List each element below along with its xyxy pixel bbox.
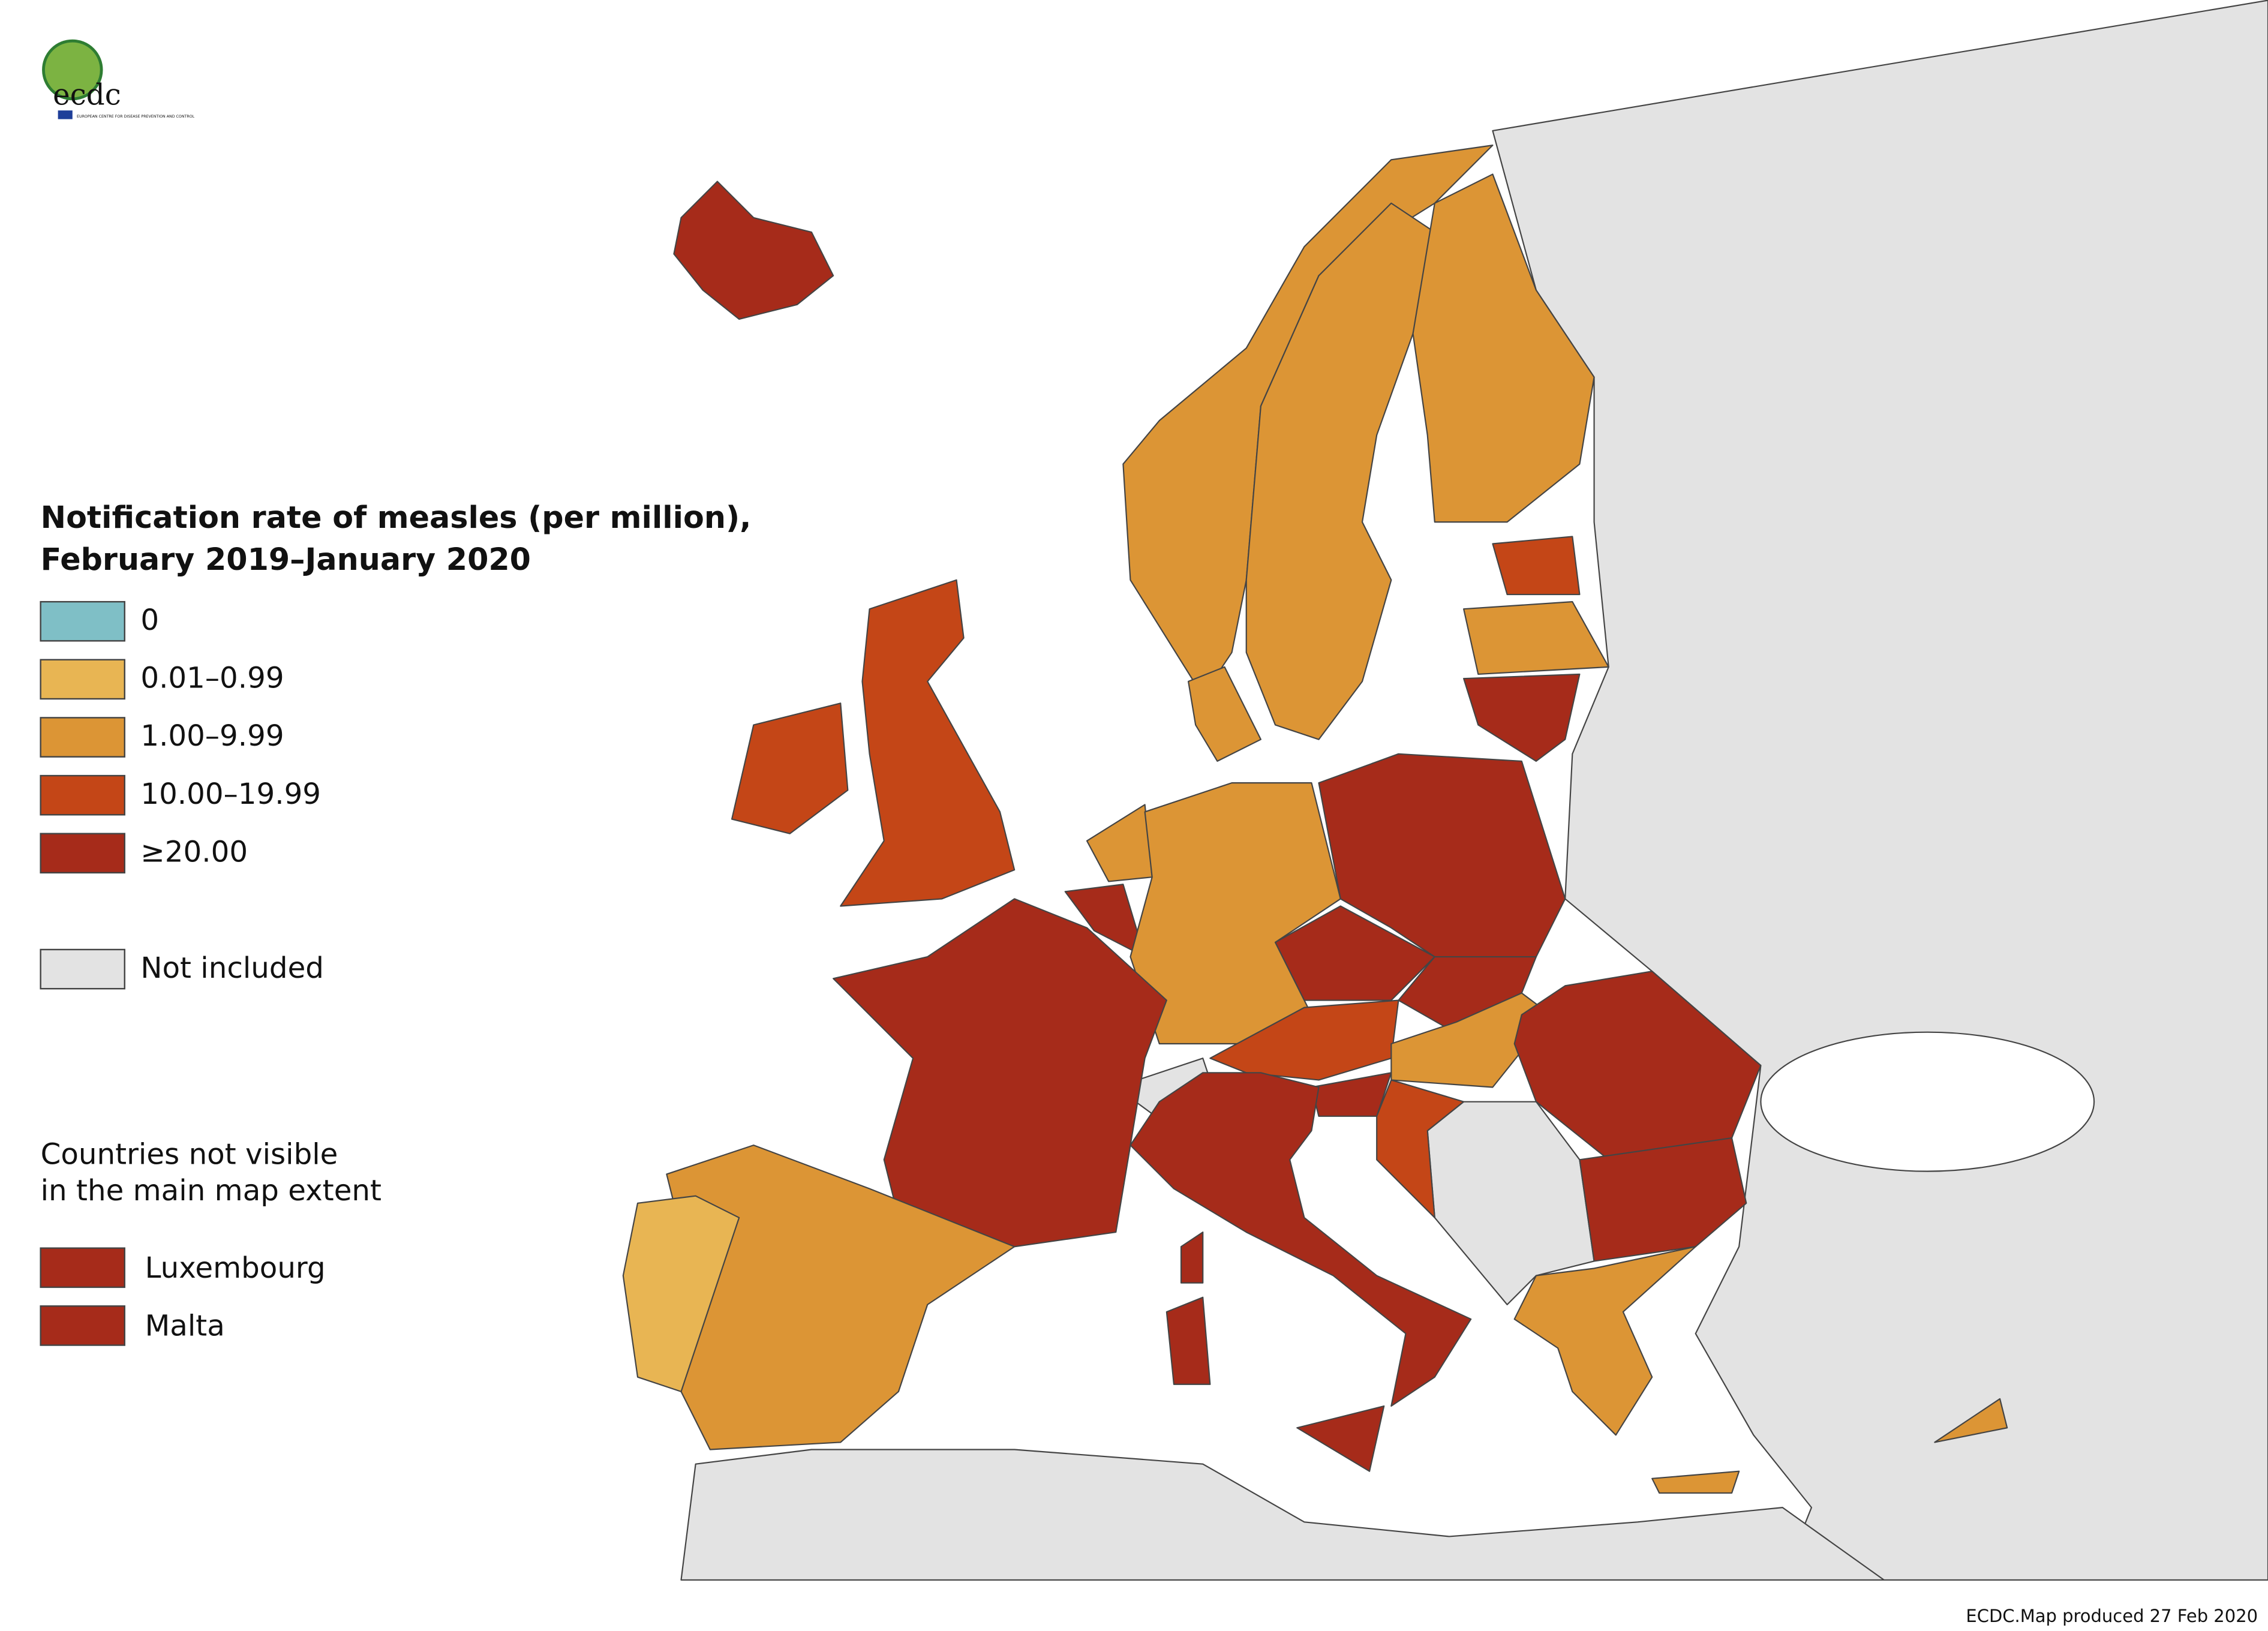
logo-subtitle: EUROPEAN CENTRE FOR DISEASE PREVENTION A… xyxy=(77,115,195,119)
estonia xyxy=(1492,536,1581,596)
logo-globe xyxy=(42,39,103,101)
map xyxy=(622,0,2268,1581)
iceland xyxy=(673,181,834,320)
bulgaria xyxy=(1579,1137,1747,1262)
legend-label: 0.01–0.99 xyxy=(140,662,284,695)
finland xyxy=(1412,173,1595,523)
legend-swatch xyxy=(40,1247,125,1288)
legend-label: Not included xyxy=(140,951,324,985)
legend-title: Notification rate of measles (per millio… xyxy=(41,500,752,535)
legend-label: Malta xyxy=(145,1309,225,1343)
united-kingdom xyxy=(840,579,1016,907)
czechia xyxy=(1274,905,1435,1001)
legend-swatch xyxy=(40,659,125,700)
ireland xyxy=(731,702,849,834)
land-not-included xyxy=(680,1449,1885,1581)
legend-swatch xyxy=(40,600,125,642)
netherlands xyxy=(1086,804,1153,882)
legend-swatch xyxy=(40,833,125,874)
legend-note: Countries not visible xyxy=(41,1138,338,1172)
legend-label: ≥20.00 xyxy=(140,836,248,869)
legend: Notification rate of measles (per millio… xyxy=(40,500,752,1346)
cyprus xyxy=(1934,1398,2008,1443)
black-sea xyxy=(1760,1031,2095,1172)
latvia xyxy=(1463,601,1609,675)
legend-label: 10.00–19.99 xyxy=(140,777,321,811)
legend-swatch xyxy=(40,717,125,758)
logo-name: ecdc xyxy=(53,78,121,112)
legend-label: Luxembourg xyxy=(145,1251,326,1285)
legend-swatch xyxy=(40,774,125,816)
legend-swatch xyxy=(40,948,125,990)
legend-label: 0 xyxy=(140,603,159,637)
footer: ECDC.Map produced 27 Feb 2020 xyxy=(1966,1606,2258,1626)
greece xyxy=(1513,1246,1696,1436)
croatia xyxy=(1376,1079,1465,1219)
legend-title: February 2019–January 2020 xyxy=(41,542,531,577)
legend-swatch xyxy=(40,1305,125,1346)
denmark xyxy=(1188,666,1261,762)
slovakia xyxy=(1398,956,1537,1030)
logo: ecdc EUROPEAN CENTRE FOR DISEASE PREVENT… xyxy=(42,39,195,119)
crete xyxy=(1651,1470,1740,1494)
legend-label: 1.00–9.99 xyxy=(140,719,284,753)
sardinia xyxy=(1165,1296,1211,1385)
sweden xyxy=(1245,202,1435,740)
portugal xyxy=(622,1195,740,1392)
italy xyxy=(1130,1072,1472,1407)
sicily xyxy=(1296,1405,1385,1472)
lithuania xyxy=(1463,673,1581,762)
legend-note: in the main map extent xyxy=(41,1174,381,1208)
eu-flag xyxy=(58,110,73,119)
corsica xyxy=(1180,1231,1204,1284)
